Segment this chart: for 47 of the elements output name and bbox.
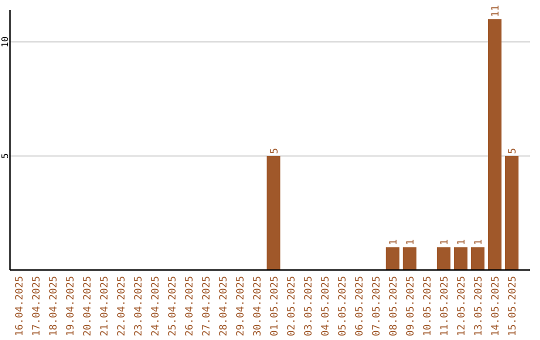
data-label: 1 xyxy=(440,239,451,246)
x-tick-label: 19.04.2025 xyxy=(65,276,76,336)
x-tick-label: 29.04.2025 xyxy=(235,276,246,336)
data-label: 1 xyxy=(474,239,485,246)
x-tick-label: 21.04.2025 xyxy=(99,276,110,336)
x-tick-label: 23.04.2025 xyxy=(133,276,144,336)
data-label: 1 xyxy=(388,239,400,246)
x-tick-label: 17.04.2025 xyxy=(31,276,42,336)
x-tick-label: 03.05.2025 xyxy=(304,276,315,336)
x-tick-label: 14.05.2025 xyxy=(490,276,502,336)
x-tick-label: 04.05.2025 xyxy=(320,276,332,336)
x-tick-label: 24.04.2025 xyxy=(150,276,162,336)
x-tick-label: 10.05.2025 xyxy=(422,276,434,336)
x-tick-label: 27.04.2025 xyxy=(201,276,212,336)
x-tick-label: 02.05.2025 xyxy=(286,276,298,336)
x-tick-label: 15.05.2025 xyxy=(508,276,519,336)
x-tick-label: 06.05.2025 xyxy=(354,276,366,336)
x-tick-label: 07.05.2025 xyxy=(372,276,383,336)
x-tick-label: 05.05.2025 xyxy=(338,276,349,336)
x-tick-label: 26.04.2025 xyxy=(184,276,196,336)
x-tick-label: 22.04.2025 xyxy=(116,276,128,336)
x-tick-label: 28.04.2025 xyxy=(218,276,230,336)
x-tick-label: 09.05.2025 xyxy=(406,276,417,336)
x-tick-label: 18.04.2025 xyxy=(48,276,60,336)
x-tick-label: 25.04.2025 xyxy=(167,276,178,336)
data-label: 1 xyxy=(456,239,468,246)
bar xyxy=(386,247,400,270)
x-tick-label: 12.05.2025 xyxy=(456,276,468,336)
bar xyxy=(504,156,518,270)
x-tick-label: 13.05.2025 xyxy=(474,276,485,336)
x-tick-label: 16.04.2025 xyxy=(14,276,26,336)
bar xyxy=(454,247,468,270)
x-tick-label: 30.04.2025 xyxy=(252,276,264,336)
bar xyxy=(436,247,450,270)
data-label: 11 xyxy=(490,5,502,18)
bar xyxy=(470,247,484,270)
y-tick-label: 10 xyxy=(1,36,11,48)
data-label: 1 xyxy=(406,239,417,246)
data-label: 5 xyxy=(508,148,519,154)
bar xyxy=(488,19,502,270)
bar xyxy=(402,247,416,270)
x-tick-label: 01.05.2025 xyxy=(270,276,281,336)
x-tick-label: 11.05.2025 xyxy=(440,276,451,336)
x-tick-label: 20.04.2025 xyxy=(82,276,94,336)
x-tick-label: 08.05.2025 xyxy=(388,276,400,336)
data-label: 5 xyxy=(270,148,281,154)
bar xyxy=(266,156,280,270)
